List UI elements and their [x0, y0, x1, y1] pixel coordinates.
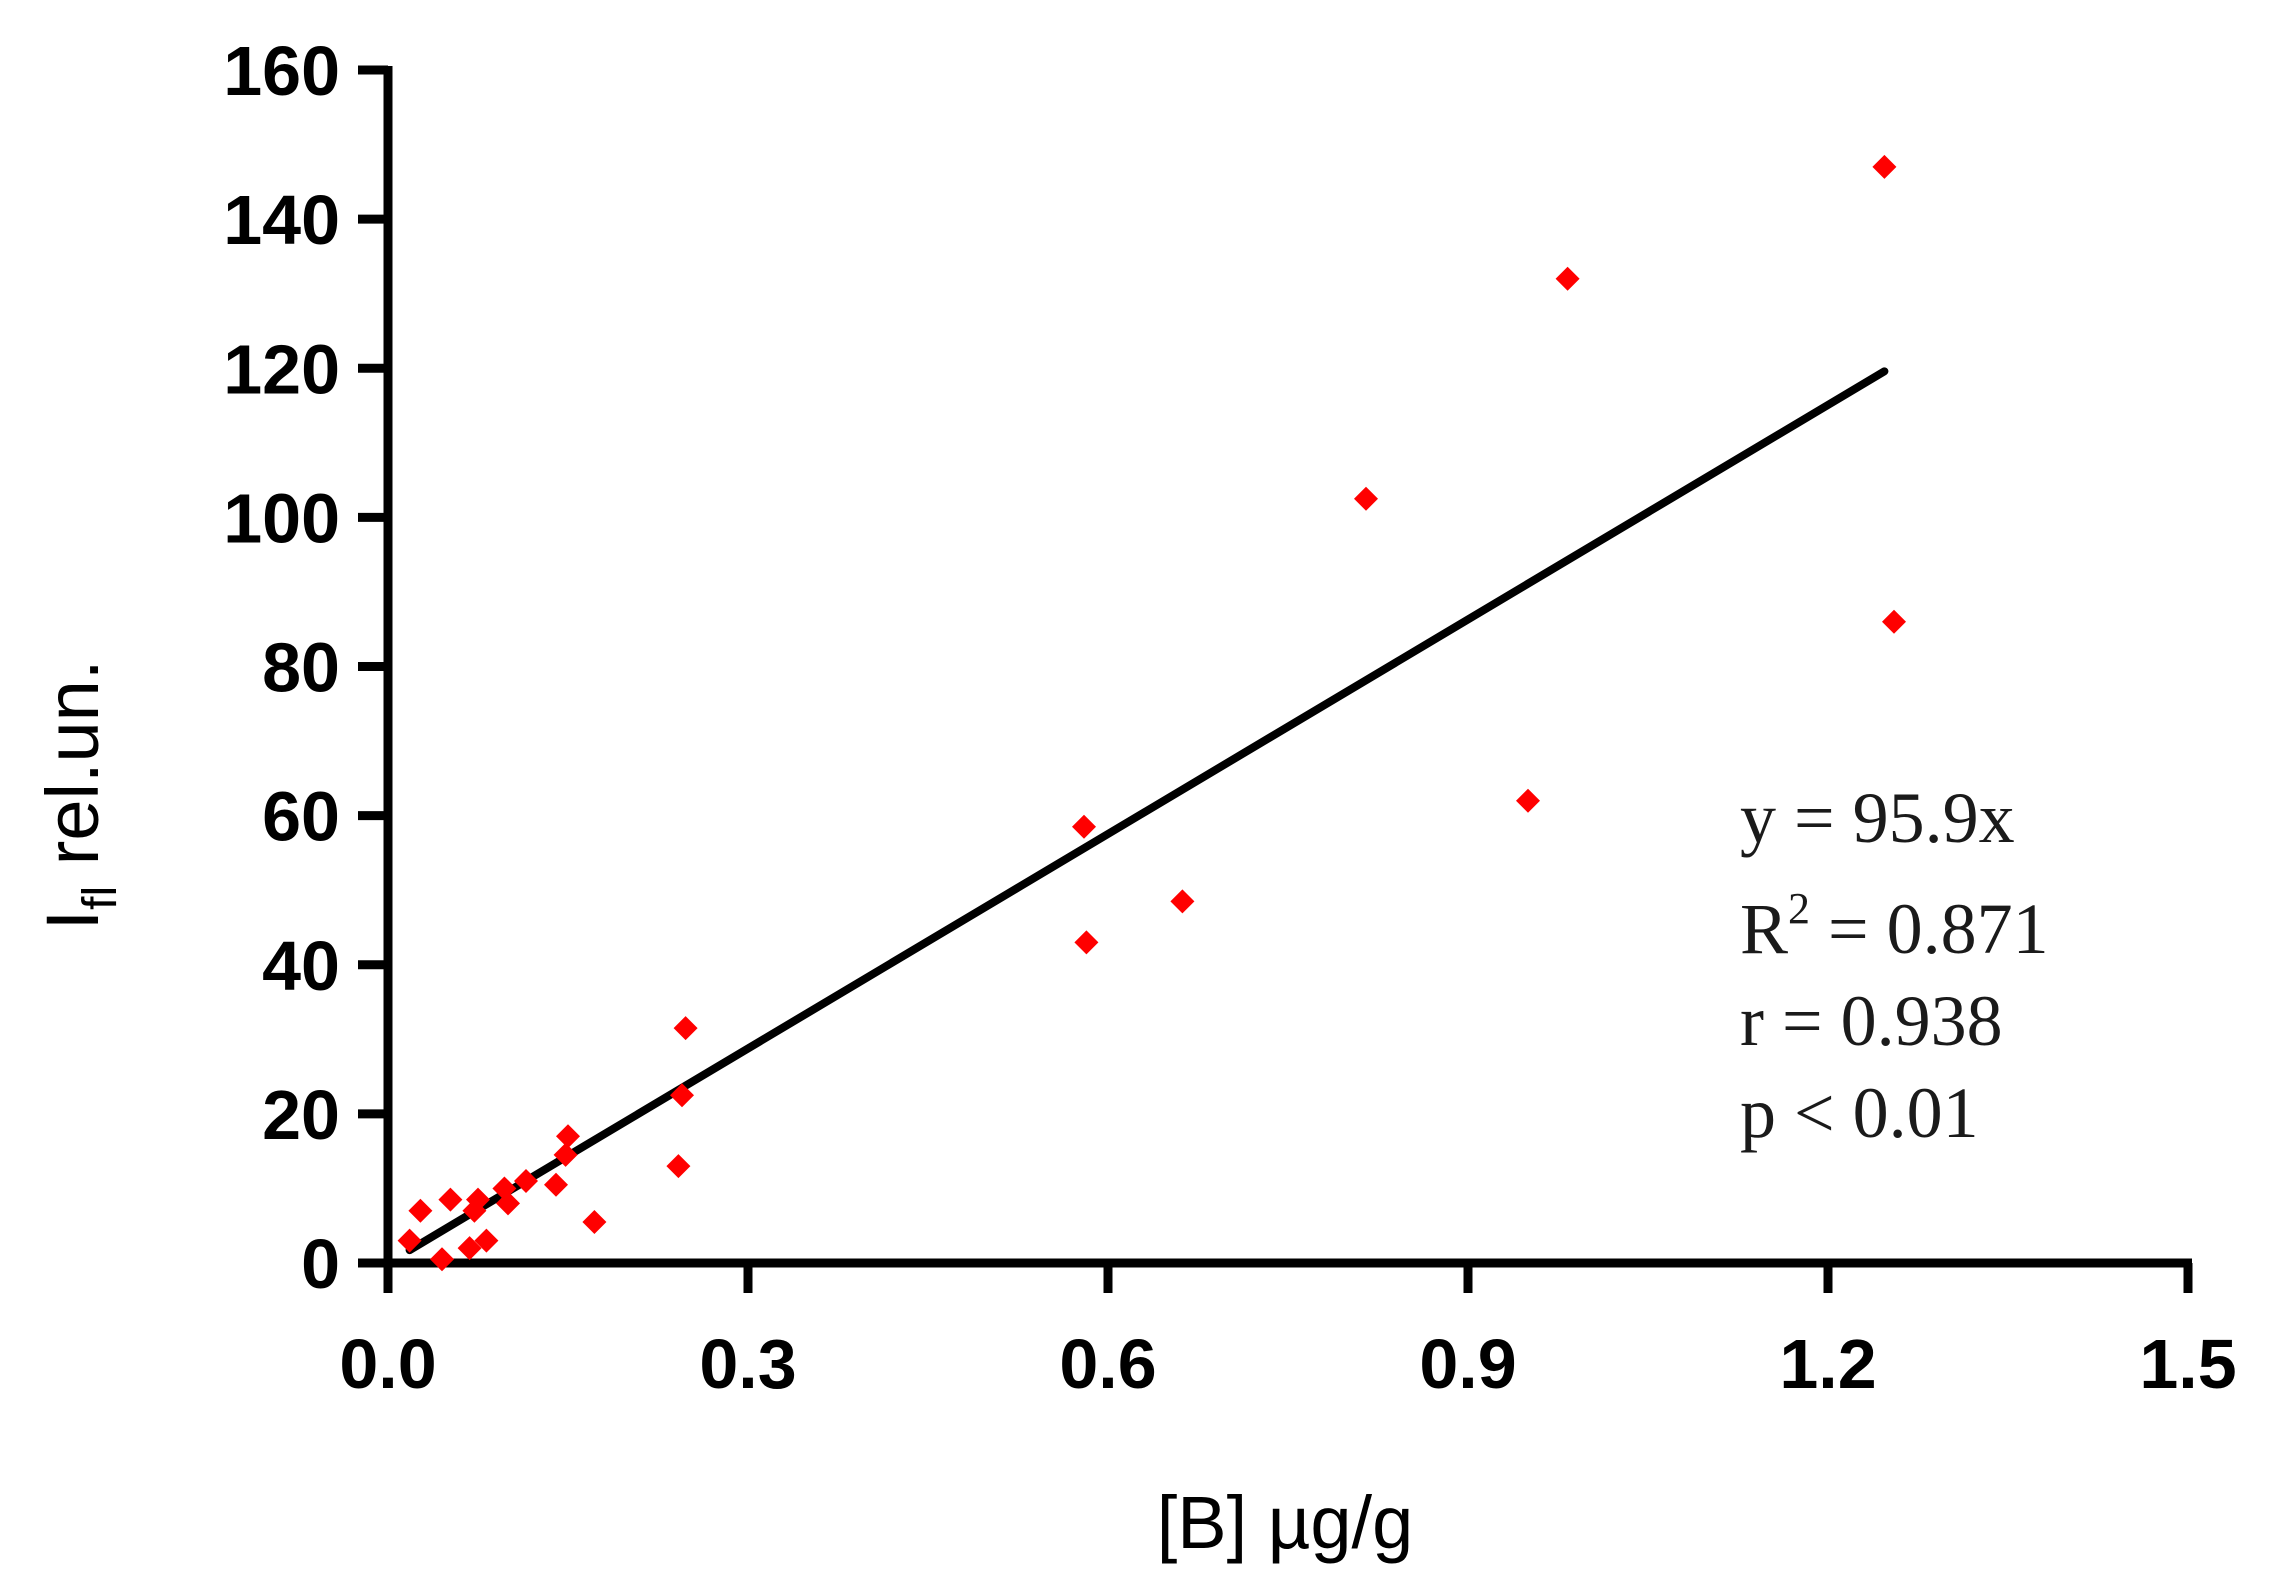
y-tick-label: 100 — [223, 479, 340, 557]
data-point — [496, 1191, 520, 1216]
equation-text: y = 95.9x — [1740, 778, 2015, 858]
data-point — [408, 1198, 433, 1223]
y-axis-title-main: I — [31, 910, 114, 931]
data-point — [1354, 486, 1378, 511]
y-tick-label: 120 — [223, 330, 340, 408]
y-axis-title-subscript: fl — [74, 886, 127, 910]
x-tick-label: 0.6 — [1059, 1325, 1156, 1403]
data-point — [514, 1168, 538, 1193]
y-axis-ticks: 0 20 40 60 80 100 120 140 160 — [223, 32, 388, 1303]
data-point — [673, 1016, 698, 1041]
data-point — [474, 1228, 499, 1253]
fit-line — [405, 367, 1889, 1255]
data-point — [466, 1187, 490, 1212]
data-point — [1882, 609, 1906, 634]
data-point — [666, 1154, 691, 1179]
x-tick-label: 0.9 — [1419, 1325, 1516, 1403]
data-point — [457, 1236, 482, 1261]
y-tick-label: 80 — [262, 629, 340, 707]
y-axis-title-rest: rel.un. — [31, 660, 114, 886]
r-squared-value: = 0.871 — [1810, 889, 2049, 969]
data-point — [1872, 154, 1897, 179]
y-tick-label: 20 — [262, 1076, 340, 1154]
data-point — [438, 1187, 463, 1212]
x-tick-label: 1.5 — [2139, 1325, 2236, 1403]
data-point — [1170, 889, 1195, 914]
data-point — [1516, 788, 1540, 813]
data-point — [553, 1142, 578, 1167]
data-point — [582, 1209, 607, 1234]
data-point — [1074, 930, 1099, 955]
data-point — [397, 1228, 422, 1253]
data-point — [430, 1247, 454, 1272]
r-squared-text: R2 = 0.871 — [1740, 884, 2049, 969]
r-squared-superscript: 2 — [1788, 884, 1810, 933]
r-text: r = 0.938 — [1740, 981, 2003, 1061]
y-tick-label: 160 — [223, 32, 340, 110]
x-tick-label: 0.0 — [339, 1325, 436, 1403]
data-points — [397, 154, 1906, 1272]
y-tick-label: 40 — [262, 927, 340, 1005]
data-point — [1072, 814, 1096, 839]
data-point — [556, 1124, 580, 1149]
y-tick-label: 140 — [223, 181, 340, 259]
y-tick-label: 60 — [262, 778, 340, 856]
data-point — [670, 1083, 694, 1108]
x-tick-label: 1.2 — [1779, 1325, 1876, 1403]
data-point — [544, 1172, 568, 1197]
p-value-text: p < 0.01 — [1740, 1073, 1979, 1153]
x-tick-label: 0.3 — [699, 1325, 796, 1403]
data-point — [1555, 266, 1580, 291]
y-tick-label: 0 — [301, 1225, 340, 1303]
x-axis-ticks: 0.0 0.3 0.6 0.9 1.2 1.5 — [339, 1263, 2237, 1403]
regression-annotation: y = 95.9x R2 = 0.871 r = 0.938 p < 0.01 — [1740, 778, 2049, 1153]
data-point — [492, 1176, 517, 1201]
y-axis-title: Ifl rel.un. — [31, 660, 127, 931]
x-axis-title: [B] µg/g — [1157, 1481, 1414, 1564]
r-squared-label: R — [1740, 889, 1788, 969]
